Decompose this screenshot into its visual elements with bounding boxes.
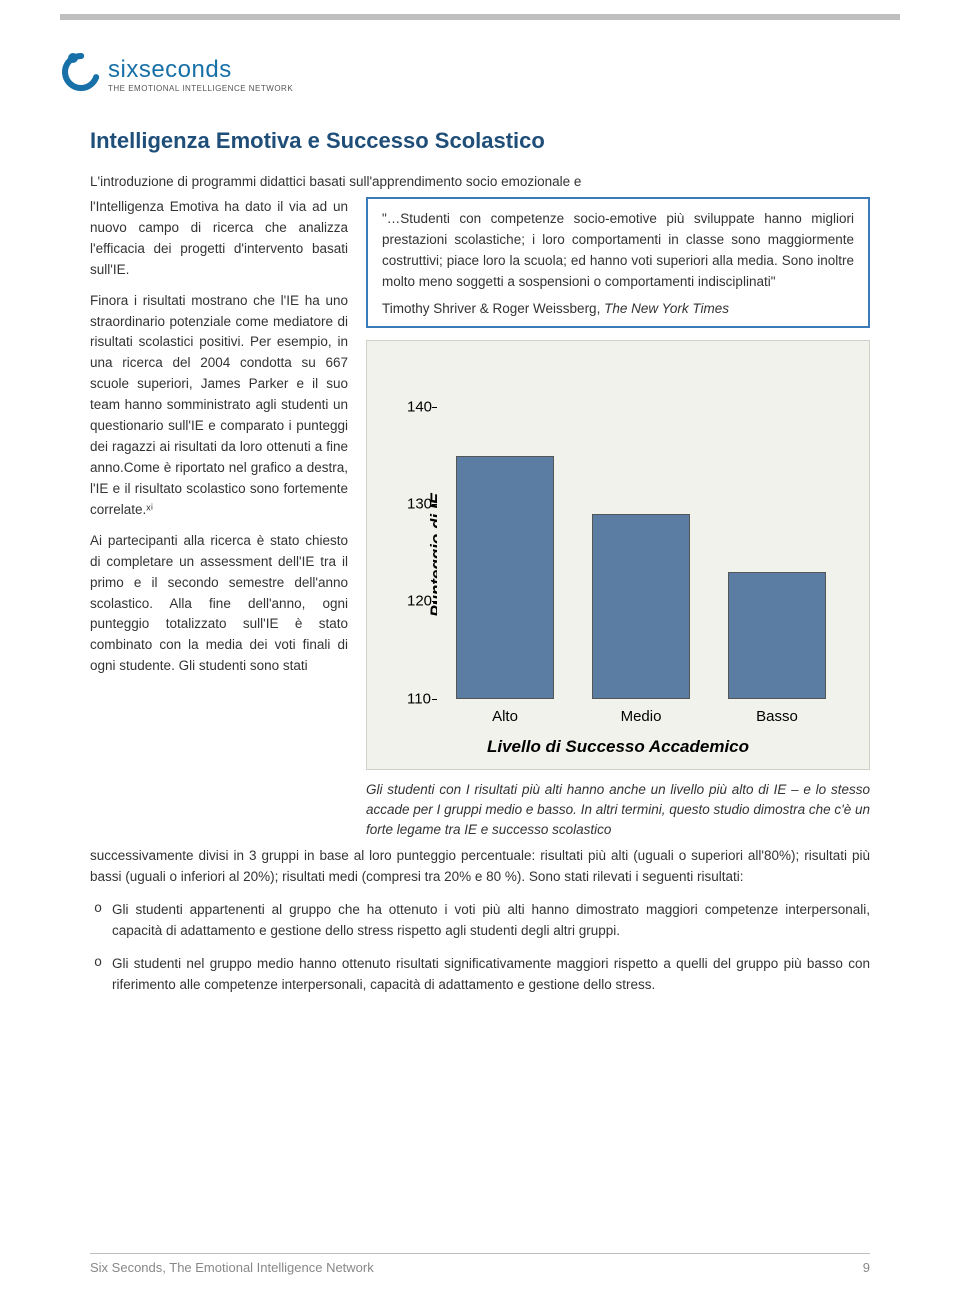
y-tick: 120 (407, 593, 432, 610)
quote-source: The New York Times (604, 301, 729, 316)
bullet-1: Gli studenti appartenenti al gruppo che … (90, 900, 870, 942)
left-column: l'Intelligenza Emotiva ha dato il via ad… (90, 197, 348, 840)
right-column: "…Studenti con competenze socio-emotive … (366, 197, 870, 840)
logo-subtitle: THE EMOTIONAL INTELLIGENCE NETWORK (108, 84, 293, 93)
page-content: Intelligenza Emotiva e Successo Scolasti… (90, 128, 870, 1008)
continuation-para: successivamente divisi in 3 gruppi in ba… (90, 846, 870, 888)
quote-box: "…Studenti con competenze socio-emotive … (366, 197, 870, 328)
bullet-2: Gli studenti nel gruppo medio hanno otte… (90, 954, 870, 996)
page-number: 9 (863, 1260, 870, 1275)
y-tick: 110 (407, 690, 431, 707)
left-para-3: Ai partecipanti alla ricerca è stato chi… (90, 531, 348, 677)
chart-plot-area (437, 359, 845, 699)
bar-alto (456, 456, 554, 699)
left-para-2: Finora i risultati mostrano che l'IE ha … (90, 291, 348, 521)
quote-text: "…Studenti con competenze socio-emotive … (382, 209, 854, 293)
ie-score-chart: Punteggio di IE Livello di Successo Acca… (366, 340, 870, 770)
quote-author: Timothy Shriver & Roger Weissberg, (382, 301, 604, 316)
quote-attribution: Timothy Shriver & Roger Weissberg, The N… (382, 301, 854, 316)
top-rule (60, 14, 900, 20)
bar-medio (592, 514, 690, 699)
footer-text: Six Seconds, The Emotional Intelligence … (90, 1260, 374, 1275)
logo-icon (60, 50, 102, 98)
section-heading: Intelligenza Emotiva e Successo Scolasti… (90, 128, 870, 154)
bar-basso (728, 572, 826, 698)
logo-title: sixseconds (108, 56, 293, 84)
page-footer: Six Seconds, The Emotional Intelligence … (90, 1253, 870, 1275)
x-tick: Basso (756, 708, 798, 725)
chart-x-label: Livello di Successo Accademico (367, 737, 869, 757)
chart-caption: Gli studenti con I risultati più alti ha… (366, 780, 870, 841)
x-tick: Alto (492, 708, 518, 725)
bullet-list: Gli studenti appartenenti al gruppo che … (90, 900, 870, 996)
left-para-1: l'Intelligenza Emotiva ha dato il via ad… (90, 197, 348, 281)
logo: sixseconds THE EMOTIONAL INTELLIGENCE NE… (60, 50, 293, 98)
y-tick: 140 (407, 399, 432, 416)
x-tick: Medio (621, 708, 662, 725)
intro-line: L'introduzione di programmi didattici ba… (90, 172, 870, 193)
y-tick: 130 (407, 496, 432, 513)
